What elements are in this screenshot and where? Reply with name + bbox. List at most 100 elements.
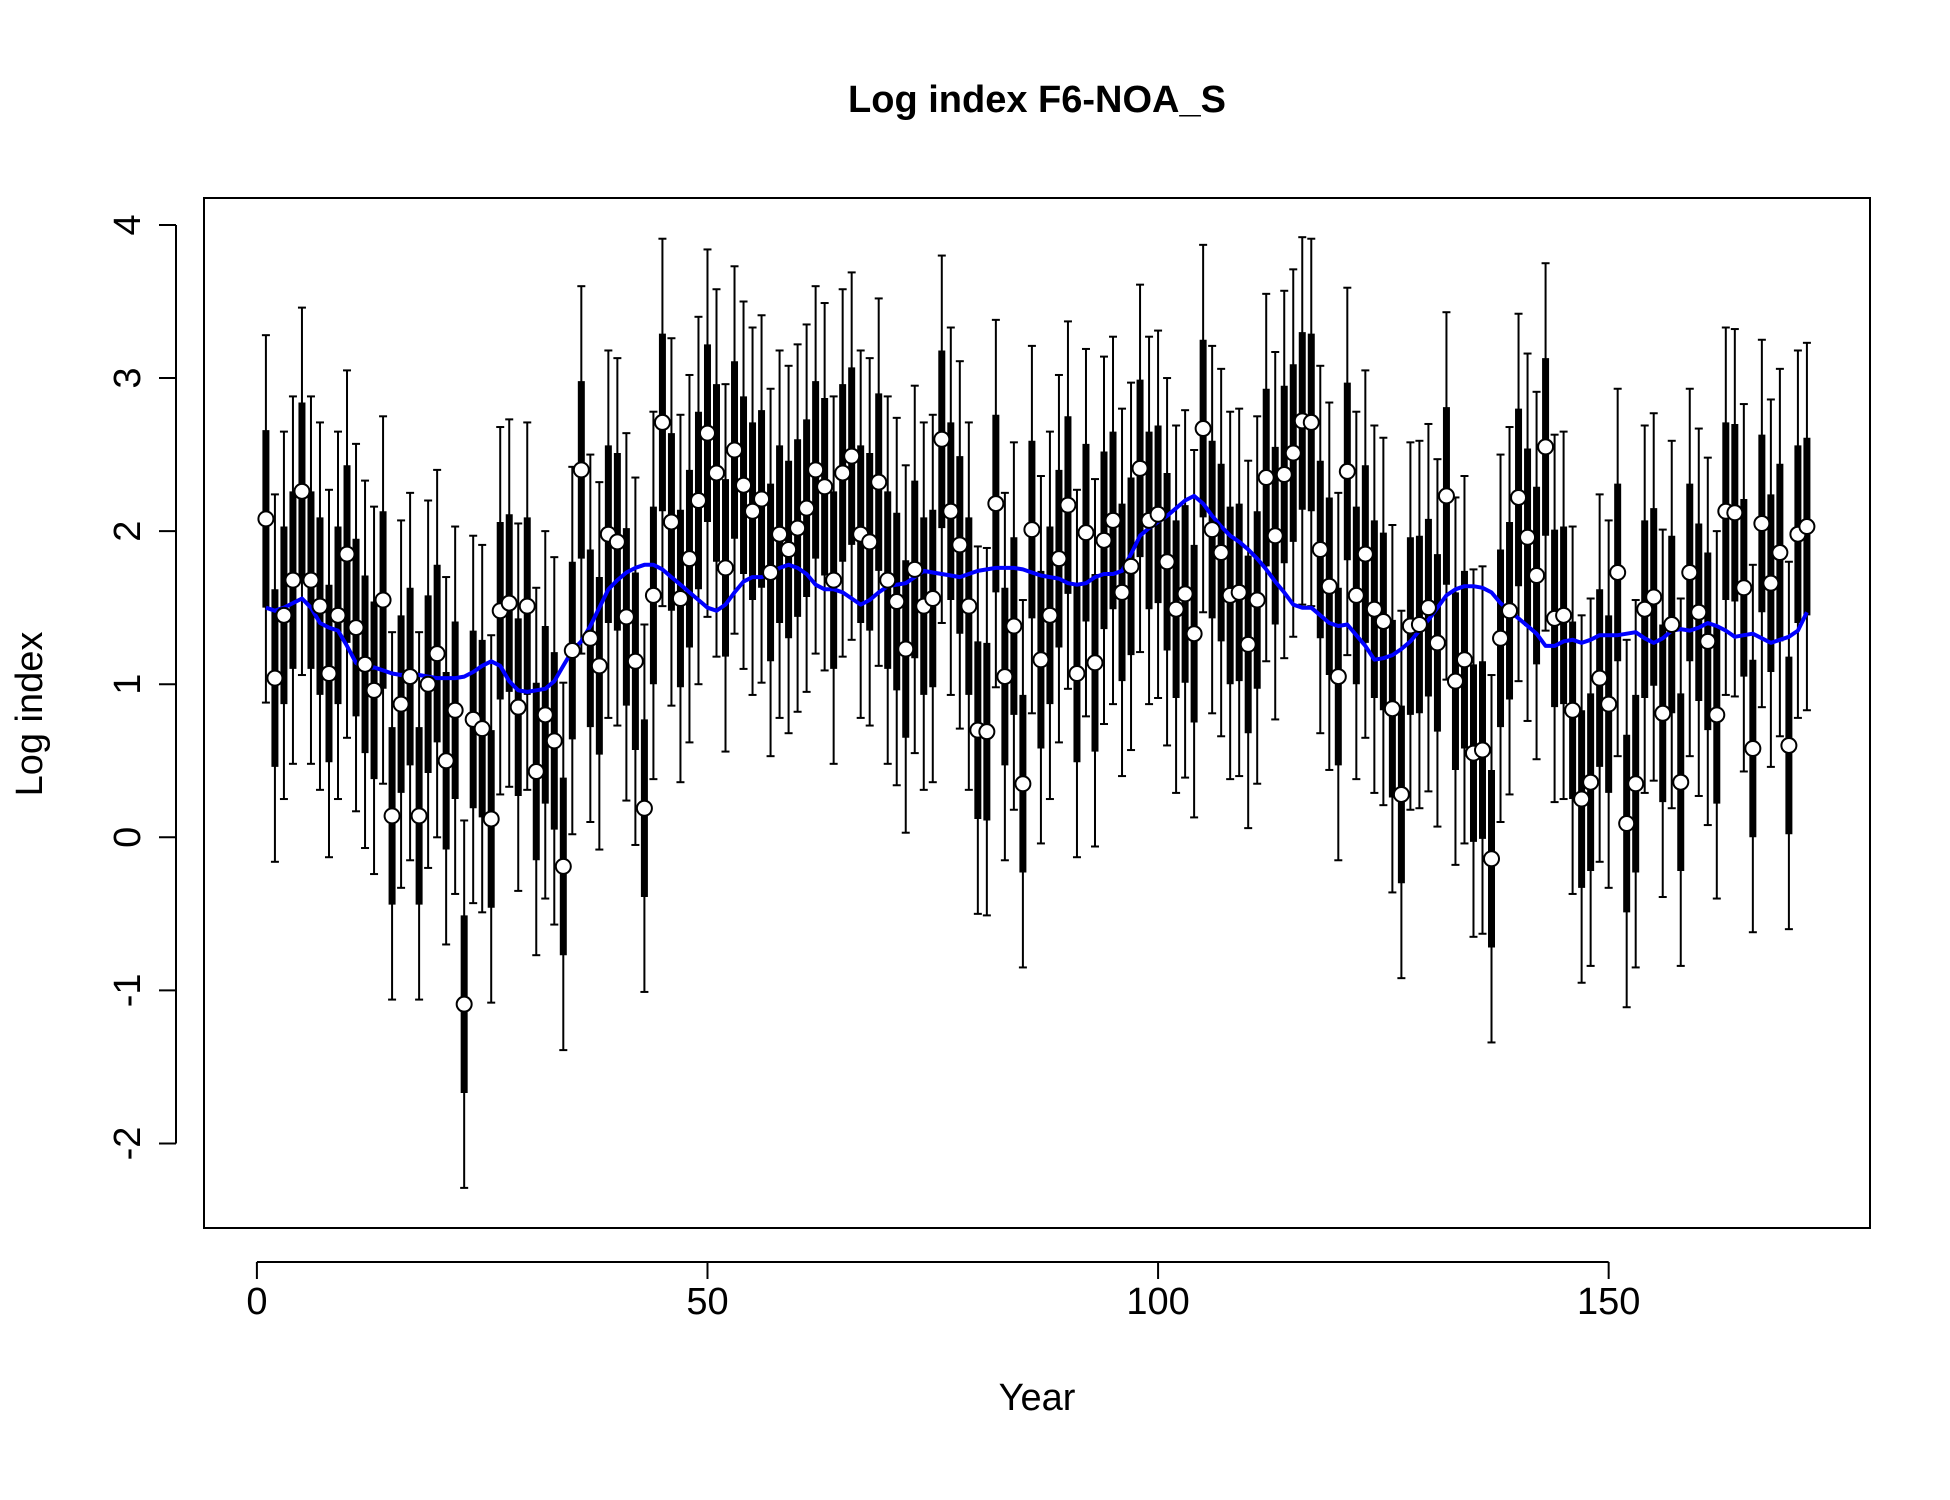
y-tick-label: 0 (107, 827, 149, 848)
data-point (1762, 574, 1780, 592)
data-point (1239, 635, 1257, 653)
data-point (1455, 651, 1473, 669)
data-point (1320, 577, 1338, 595)
data-point (455, 995, 473, 1013)
data-point (1086, 654, 1104, 672)
data-point (1176, 585, 1194, 603)
data-point (581, 629, 599, 647)
x-tick-label: 100 (1126, 1281, 1189, 1323)
data-point (1771, 544, 1789, 562)
data-point (698, 424, 716, 442)
data-point (1600, 695, 1618, 713)
data-point (888, 593, 906, 611)
data-point (1744, 740, 1762, 758)
data-point (1645, 588, 1663, 606)
data-point (1446, 672, 1464, 690)
y-tick-label: -1 (107, 974, 149, 1008)
data-point (726, 441, 744, 459)
data-point (1681, 563, 1699, 581)
data-point (1122, 557, 1140, 575)
x-tick-label: 0 (246, 1281, 267, 1323)
data-point (1077, 524, 1095, 542)
data-point (392, 695, 410, 713)
data-point (527, 762, 545, 780)
data-point (320, 665, 338, 683)
data-point (1798, 518, 1816, 536)
data-point (266, 669, 284, 687)
data-point (1167, 600, 1185, 618)
data-point (311, 597, 329, 615)
data-point (635, 799, 653, 817)
data-point (1338, 462, 1356, 480)
data-point (536, 706, 554, 724)
data-point (825, 571, 843, 589)
data-point (1591, 669, 1609, 687)
data-point (518, 597, 536, 615)
data-point (753, 490, 771, 508)
data-point (1041, 606, 1059, 624)
data-point (1483, 850, 1501, 868)
data-point (816, 478, 834, 496)
data-point (1050, 550, 1068, 568)
data-point (1158, 553, 1176, 571)
data-point (338, 545, 356, 563)
data-point (1068, 665, 1086, 683)
data-point (1059, 496, 1077, 514)
data-point (924, 589, 942, 607)
data-point (1699, 632, 1717, 650)
data-point (771, 525, 789, 543)
data-point (1356, 545, 1374, 563)
data-point (1663, 616, 1681, 634)
data-point (1014, 775, 1032, 793)
data-point (707, 464, 725, 482)
data-point (843, 447, 861, 465)
data-point (1492, 629, 1510, 647)
data-point (482, 810, 500, 828)
data-point (951, 536, 969, 554)
chart-title: Log index F6-NOA_S (848, 79, 1226, 121)
x-tick-label: 50 (686, 1281, 728, 1323)
plot-frame (203, 197, 1871, 1229)
data-point (473, 720, 491, 738)
data-point (933, 430, 951, 448)
data-point (762, 563, 780, 581)
y-tick-label: 3 (107, 367, 149, 388)
data-point (1419, 599, 1437, 617)
data-point (563, 642, 581, 660)
data-point (1735, 579, 1753, 597)
data-point (780, 540, 798, 558)
data-point (1428, 634, 1446, 652)
y-tick-label: -2 (107, 1127, 149, 1161)
data-point (1284, 444, 1302, 462)
data-point (1392, 785, 1410, 803)
data-point (680, 550, 698, 568)
data-point (1032, 651, 1050, 669)
data-point (419, 675, 437, 693)
data-point (942, 502, 960, 520)
data-point (671, 589, 689, 607)
data-point (275, 606, 293, 624)
data-point (1374, 612, 1392, 630)
data-point (401, 668, 419, 686)
data-point (1095, 531, 1113, 549)
x-tick-label: 150 (1577, 1281, 1640, 1323)
data-point (1609, 563, 1627, 581)
data-point (1654, 704, 1672, 722)
data-point (689, 492, 707, 510)
data-point (1248, 591, 1266, 609)
data-point (1780, 736, 1798, 754)
data-point (870, 473, 888, 491)
data-point (1519, 528, 1537, 546)
data-point (906, 560, 924, 578)
data-point (879, 571, 897, 589)
data-point (1005, 617, 1023, 635)
data-point (798, 499, 816, 517)
data-point (861, 533, 879, 551)
data-point (960, 597, 978, 615)
data-point (293, 482, 311, 500)
data-point (1230, 583, 1248, 601)
data-point (1672, 773, 1690, 791)
data-point (1753, 514, 1771, 532)
x-axis-label: Year (999, 1377, 1076, 1419)
data-point (626, 652, 644, 670)
